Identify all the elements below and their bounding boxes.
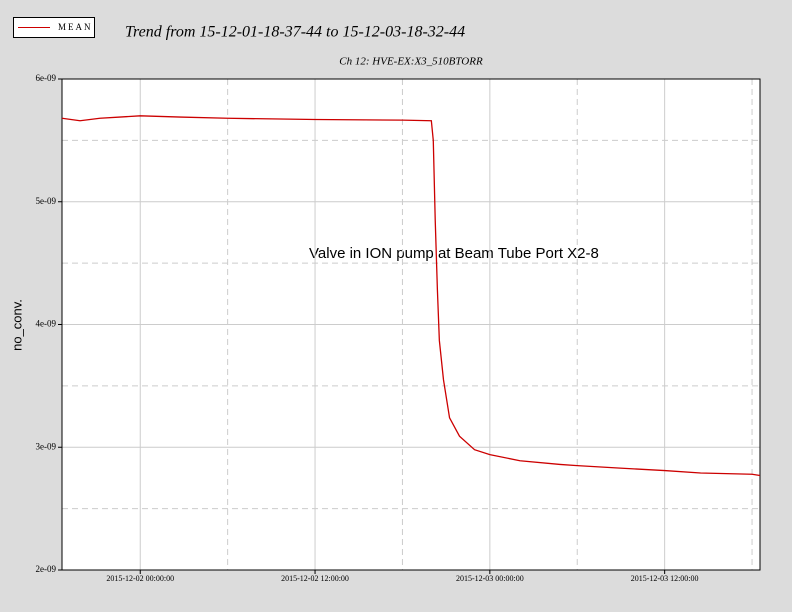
legend <box>13 17 95 38</box>
y-tick-label: 2e-09 <box>36 564 57 574</box>
x-tick-label: 2015-12-02 00:00:00 <box>106 574 174 583</box>
data-line <box>61 115 761 477</box>
y-axis-label: no_conv. <box>9 299 24 351</box>
legend-label: MEAN <box>58 22 93 32</box>
y-tick-label: 3e-09 <box>36 441 57 451</box>
y-tick-label: 6e-09 <box>36 73 57 83</box>
x-tick-label: 2015-12-03 00:00:00 <box>456 574 524 583</box>
chart-title: Trend from 15-12-01-18-37-44 to 15-12-03… <box>125 24 465 41</box>
annotation: Valve in ION pump at Beam Tube Port X2-8 <box>309 245 599 262</box>
x-tick-label: 2015-12-03 12:00:00 <box>631 574 699 583</box>
y-tick-label: 5e-09 <box>36 196 57 206</box>
x-tick-label: 2015-12-02 12:00:00 <box>281 574 349 583</box>
y-tick-label: 4e-09 <box>36 319 57 329</box>
chart-subtitle: Ch 12: HVE-EX:X3_510BTORR <box>339 56 483 68</box>
plot-frame <box>61 78 761 571</box>
